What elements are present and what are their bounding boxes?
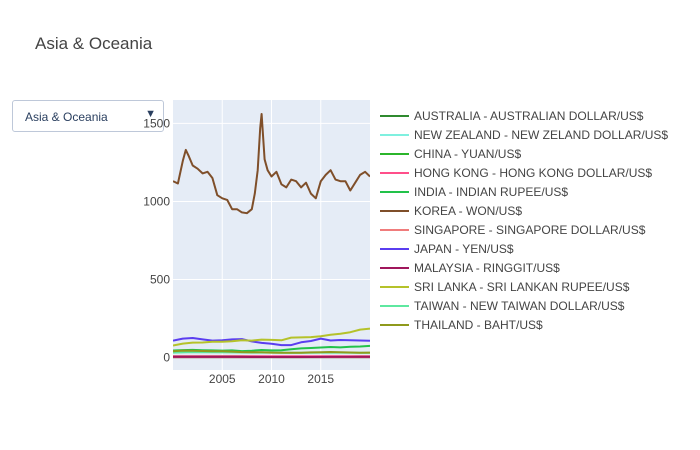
legend-label: THAILAND - BAHT/US$ <box>414 317 543 332</box>
x-tick-label: 2015 <box>307 372 334 386</box>
legend-swatch <box>380 285 409 288</box>
legend-label: KOREA - WON/US$ <box>414 203 523 218</box>
legend-item[interactable]: SINGAPORE - SINGAPORE DOLLAR/US$ <box>380 220 668 239</box>
legend-swatch <box>380 171 409 174</box>
legend-item[interactable]: NEW ZEALAND - NEW ZELAND DOLLAR/US$ <box>380 125 668 144</box>
legend-label: JAPAN - YEN/US$ <box>414 241 514 256</box>
series-line <box>173 327 370 347</box>
legend-swatch <box>380 114 409 117</box>
y-tick-label: 0 <box>163 351 170 365</box>
legend-swatch <box>380 304 409 307</box>
legend-label: HONG KONG - HONG KONG DOLLAR/US$ <box>414 165 653 180</box>
legend-label: TAIWAN - NEW TAIWAN DOLLAR/US$ <box>414 298 625 313</box>
x-tick-label: 2010 <box>258 372 285 386</box>
legend-swatch <box>380 323 409 326</box>
x-tick-label: 2005 <box>209 372 236 386</box>
region-dropdown[interactable]: Asia & Oceania ▼ <box>12 100 164 132</box>
legend-label: SRI LANKA - SRI LANKAN RUPEE/US$ <box>414 279 630 294</box>
legend-swatch <box>380 209 409 212</box>
legend-item[interactable]: KOREA - WON/US$ <box>380 201 668 220</box>
legend-item[interactable]: TAIWAN - NEW TAIWAN DOLLAR/US$ <box>380 296 668 315</box>
legend-item[interactable]: THAILAND - BAHT/US$ <box>380 315 668 334</box>
legend-label: INDIA - INDIAN RUPEE/US$ <box>414 184 569 199</box>
y-tick-label: 1000 <box>143 194 170 208</box>
legend-item[interactable]: HONG KONG - HONG KONG DOLLAR/US$ <box>380 163 668 182</box>
series-line <box>173 337 370 347</box>
chart-legend: AUSTRALIA - AUSTRALIAN DOLLAR/US$ NEW ZEA… <box>380 106 668 334</box>
region-dropdown-label: Asia & Oceania <box>25 110 108 124</box>
y-tick-label: 500 <box>150 272 170 286</box>
legend-label: AUSTRALIA - AUSTRALIAN DOLLAR/US$ <box>414 108 644 123</box>
legend-swatch <box>380 247 409 250</box>
legend-label: NEW ZEALAND - NEW ZELAND DOLLAR/US$ <box>414 127 669 142</box>
series-line <box>173 349 370 354</box>
legend-swatch <box>380 266 409 269</box>
legend-swatch <box>380 190 409 193</box>
legend-item[interactable]: AUSTRALIA - AUSTRALIAN DOLLAR/US$ <box>380 106 668 125</box>
legend-label: CHINA - YUAN/US$ <box>414 146 522 161</box>
legend-item[interactable]: CHINA - YUAN/US$ <box>380 144 668 163</box>
series-lines <box>173 113 370 359</box>
chevron-down-icon: ▼ <box>145 108 156 120</box>
legend-item[interactable]: SRI LANKA - SRI LANKAN RUPEE/US$ <box>380 277 668 296</box>
series-line <box>173 113 370 215</box>
legend-swatch <box>380 152 409 155</box>
legend-item[interactable]: INDIA - INDIAN RUPEE/US$ <box>380 182 668 201</box>
legend-label: MALAYSIA - RINGGIT/US$ <box>414 260 560 275</box>
y-tick-label: 1500 <box>143 116 170 130</box>
legend-item[interactable]: MALAYSIA - RINGGIT/US$ <box>380 258 668 277</box>
legend-item[interactable]: JAPAN - YEN/US$ <box>380 239 668 258</box>
legend-label: SINGAPORE - SINGAPORE DOLLAR/US$ <box>414 222 646 237</box>
chart-title: Asia & Oceania <box>35 34 153 53</box>
legend-swatch <box>380 133 409 136</box>
legend-swatch <box>380 228 409 231</box>
